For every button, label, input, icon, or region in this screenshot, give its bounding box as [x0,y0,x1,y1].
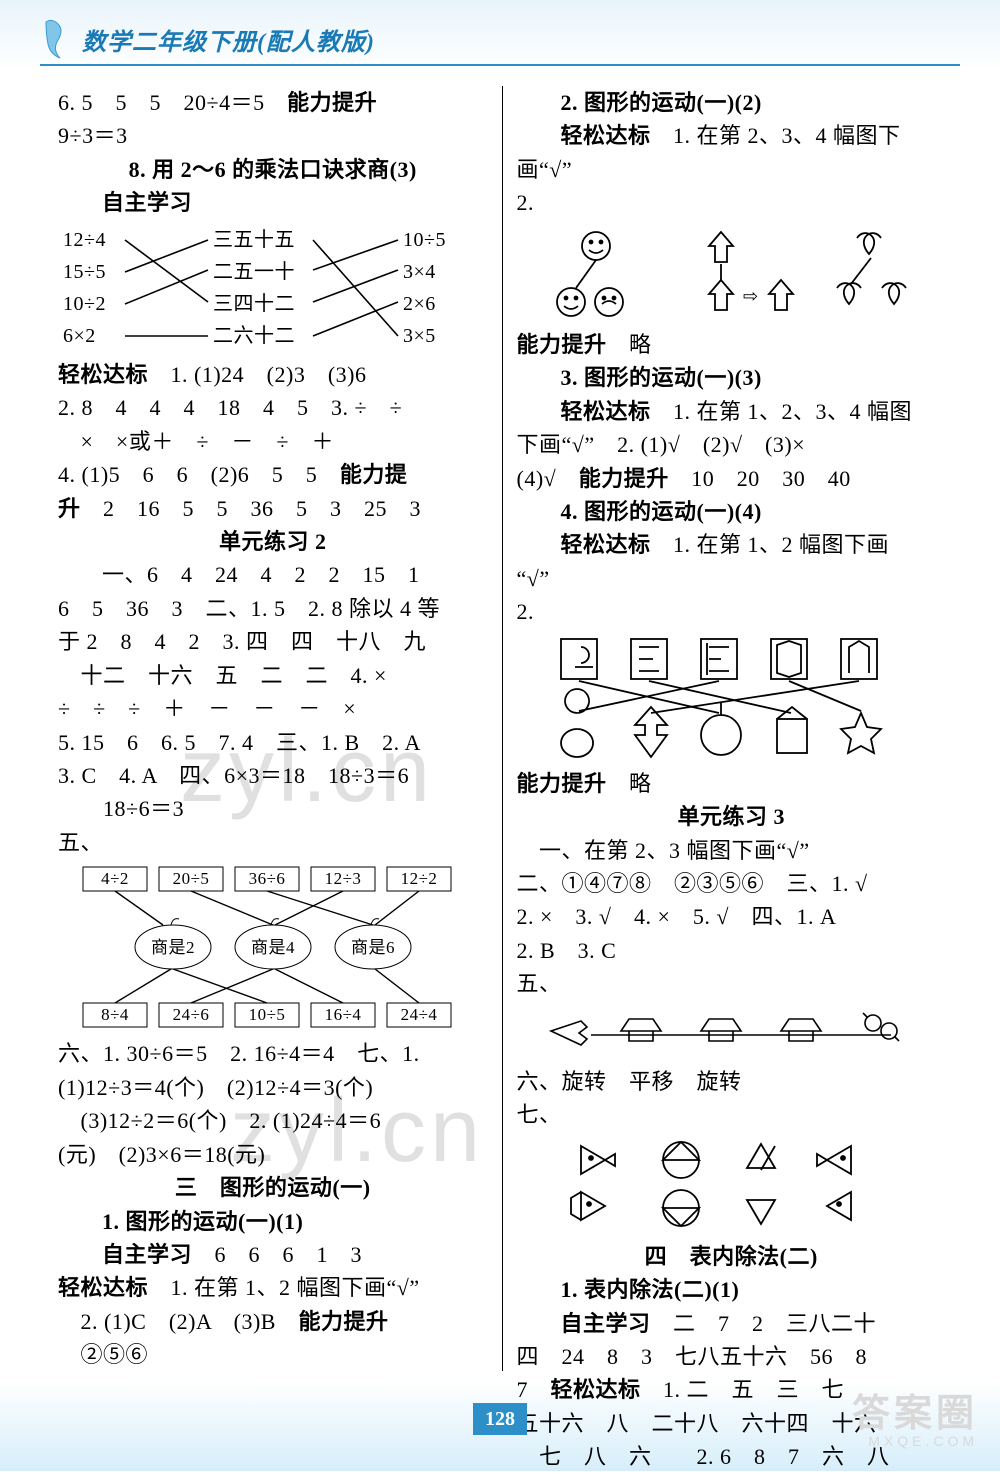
svg-text:10÷2: 10÷2 [63,293,106,315]
sub-heading: 自主学习 [58,186,488,219]
section-heading: 单元练习 2 [58,525,488,558]
text-line: 2. [517,595,947,628]
svg-text:二六十二: 二六十二 [213,324,295,347]
svg-text:8÷4: 8÷4 [101,1005,129,1024]
svg-text:6×2: 6×2 [63,325,96,347]
sub-heading: 3. 图形的运动(一)(3) [517,361,947,394]
text-line: 6. 5 5 5 20÷4＝5 能力提升 [58,86,488,119]
section-heading: 四 表内除法(二) [517,1240,947,1273]
svg-text:三五十五: 三五十五 [213,228,295,251]
text-line: 四 24 8 3 七八五十六 56 8 [517,1340,947,1373]
svg-text:⇨: ⇨ [743,286,759,306]
text-line: 2. 8 4 4 4 18 4 5 3. ÷ ÷ [58,391,488,424]
text-line: (元) (2)3×6＝18(元) [58,1138,488,1171]
text-line: (3)12÷2＝6(个) 2. (1)24÷4＝6 [58,1104,488,1137]
header-title: 数学二年级下册(配人教版) [82,22,375,57]
matching-diagram-1: 12÷4 15÷5 10÷2 6×2 三五十五 二五一十 三四十二 二六十二 1… [63,224,483,354]
text-line: 一、在第 2、3 幅图下画“√” [517,834,947,867]
text-line: 能力提升 略 [517,328,947,361]
text-line: 轻松达标 1. 在第 1、2 幅图下画“√” [58,1271,488,1304]
sub-heading: 2. 图形的运动(一)(2) [517,86,947,119]
sub-heading: 4. 图形的运动(一)(4) [517,495,947,528]
text-line: 2. (1)C (2)A (3)B 能力提升 [58,1305,488,1338]
answer-logo-small: MXQE.COM [852,1433,978,1449]
shape-matching-diagram [531,633,931,763]
left-column: 6. 5 5 5 20÷4＝5 能力提升 9÷3＝3 8. 用 2～6 的乘法口… [58,86,503,1371]
svg-text:36÷6: 36÷6 [248,869,285,888]
svg-text:3×4: 3×4 [403,261,436,283]
text-line: 2. × 3. √ 4. × 5. √ 四、1. A [517,900,947,933]
text-line: (4)√ 能力提升 10 20 30 40 [517,462,947,495]
svg-text:12÷2: 12÷2 [400,869,437,888]
rotation-shapes-figure [531,1136,931,1236]
answer-logo: 答案圈 MXQE.COM [852,1382,978,1449]
text-line: 2. [517,186,947,219]
text-line: (1)12÷3＝4(个) (2)12÷4＝3(个) [58,1071,488,1104]
svg-text:2×6: 2×6 [403,293,436,315]
text-line: × ×或＋ ÷ － ÷ ＋ [58,425,488,458]
svg-text:24÷4: 24÷4 [400,1005,437,1024]
svg-text:10÷5: 10÷5 [248,1005,285,1024]
text-line: 五、 [517,967,947,1000]
text-line: ②⑤⑥ [58,1338,488,1371]
text-line: 轻松达标 1. 在第 1、2、3、4 幅图 [517,395,947,428]
text-line: 能力提升 略 [517,767,947,800]
text-line: 一、6 4 24 4 2 2 15 1 [58,558,488,591]
header-divider [40,64,960,66]
symmetry-figures-1: ⇨ [531,224,931,324]
sub-heading: 1. 表内除法(二)(1) [517,1273,947,1306]
text-line: 二、①④⑦⑧ ②③⑤⑥ 三、1. √ [517,867,947,900]
text-line: 于 2 8 4 2 3. 四 四 十八 九 [58,625,488,658]
text-line: “√” [517,562,947,595]
text-line: 升 2 16 5 5 36 5 3 25 3 [58,492,488,525]
svg-text:15÷5: 15÷5 [63,261,106,283]
header-logo-icon [40,18,74,60]
quotient-apple-diagram: 4÷2 20÷5 36÷6 12÷3 12÷2 商是2 [63,863,483,1033]
svg-text:12÷3: 12÷3 [324,869,361,888]
text-line: 2. B 3. C [517,934,947,967]
text-line: 5. 15 6 6. 5 7. 4 三、1. B 2. A [58,726,488,759]
svg-text:10÷5: 10÷5 [403,229,446,251]
text-line: 画“√” [517,153,947,186]
page-header: 数学二年级下册(配人教版) [40,18,375,60]
text-line: 五、 [58,826,488,859]
text-line: 轻松达标 1. 在第 1、2 幅图下画 [517,528,947,561]
svg-text:3×5: 3×5 [403,325,436,347]
airplane-row-figure [531,1005,931,1061]
text-line: 9÷3＝3 [58,119,488,152]
svg-text:24÷6: 24÷6 [172,1005,209,1024]
section-heading: 8. 用 2～6 的乘法口诀求商(3) [58,153,488,186]
text-line: 自主学习 6 6 6 1 3 [58,1238,488,1271]
right-column: 2. 图形的运动(一)(2) 轻松达标 1. 在第 2、3、4 幅图下 画“√”… [503,86,947,1371]
section-heading: 三 图形的运动(一) [58,1171,488,1204]
text-line: 六、旋转 平移 旋转 [517,1065,947,1098]
sub-heading: 1. 图形的运动(一)(1) [58,1205,488,1238]
text-line: 6 5 36 3 二、1. 5 2. 8 除以 4 等 [58,592,488,625]
svg-text:二五一十: 二五一十 [213,260,295,283]
section-heading: 单元练习 3 [517,800,947,833]
text-line: 轻松达标 1. (1)24 (2)3 (3)6 [58,358,488,391]
svg-text:三四十二: 三四十二 [213,292,295,315]
text-line: 下画“√” 2. (1)√ (2)√ (3)× [517,428,947,461]
text-line: ÷ ÷ ÷ ＋ － － － × [58,692,488,725]
page-number: 128 [473,1403,527,1435]
svg-text:商是2: 商是2 [151,938,195,957]
text-line: 七、 [517,1098,947,1131]
svg-text:12÷4: 12÷4 [63,229,106,251]
content-area: 6. 5 5 5 20÷4＝5 能力提升 9÷3＝3 8. 用 2～6 的乘法口… [58,86,946,1371]
text-line: 18÷6＝3 [58,792,488,825]
text-line: 十二 十六 五 二 二 4. × [58,659,488,692]
svg-text:商是6: 商是6 [351,938,395,957]
svg-text:16÷4: 16÷4 [324,1005,361,1024]
answer-logo-big: 答案圈 [852,1382,978,1437]
text-line: 3. C 4. A 四、6×3＝18 18÷3＝6 [58,759,488,792]
svg-text:20÷5: 20÷5 [172,869,209,888]
text-line: 轻松达标 1. 在第 2、3、4 幅图下 [517,119,947,152]
text-line: 4. (1)5 6 6 (2)6 5 5 能力提 [58,458,488,491]
svg-text:4÷2: 4÷2 [101,869,129,888]
text-line: 六、1. 30÷6＝5 2. 16÷4＝4 七、1. [58,1037,488,1070]
text-line: 自主学习 二 7 2 三八二十 [517,1307,947,1340]
svg-text:商是4: 商是4 [251,938,295,957]
